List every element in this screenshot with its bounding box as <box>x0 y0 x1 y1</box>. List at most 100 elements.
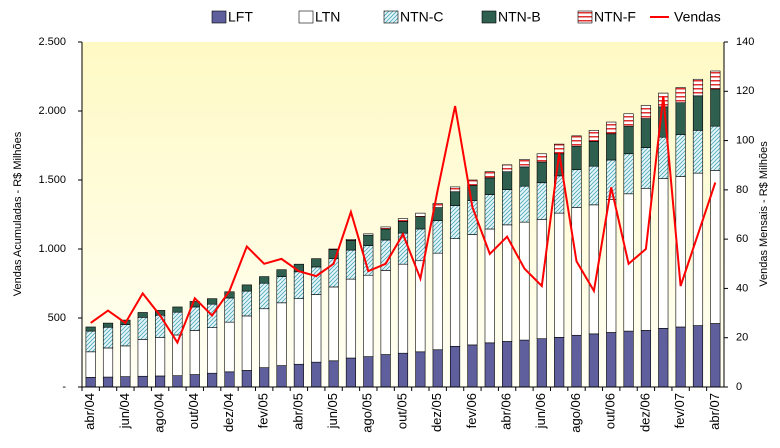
bar-segment <box>224 371 235 388</box>
y2-tick-label: 120 <box>736 85 754 97</box>
bar-segment <box>623 153 634 195</box>
bar-segment <box>449 345 461 388</box>
bar-segment <box>137 339 148 377</box>
bar-segment <box>363 356 374 388</box>
bar-segment <box>345 240 357 251</box>
x-tick-label: fev/05 <box>256 393 271 428</box>
bar-segment <box>710 70 721 90</box>
y2-axis-title: Vendas Mensais - R$ Milhões <box>758 141 770 287</box>
legend-swatch <box>298 10 314 24</box>
bar-segment <box>155 314 166 338</box>
legend-swatch <box>383 10 399 24</box>
bar-segment <box>311 294 322 363</box>
bar-segment <box>467 234 478 346</box>
bar-segment <box>692 78 704 97</box>
bar-segment <box>640 118 651 148</box>
bar-segment <box>137 375 148 388</box>
x-tick-label: fev/06 <box>464 393 479 428</box>
x-tick-label: dez/05 <box>429 393 444 432</box>
bar-segment <box>623 330 634 388</box>
bar-segment <box>293 363 304 388</box>
bar-segment <box>710 125 721 171</box>
x-tick-label: abr/07 <box>707 393 722 430</box>
bar-segment <box>328 286 339 362</box>
bar-segment <box>571 169 582 208</box>
legend-swatch <box>481 10 497 24</box>
bar-segment <box>85 326 96 332</box>
x-tick-label: abr/05 <box>290 393 305 430</box>
bar-segment <box>259 282 270 310</box>
bar-segment <box>259 367 270 388</box>
bar-segment <box>432 203 443 208</box>
bar-segment <box>415 228 426 262</box>
bar-segment <box>397 263 409 354</box>
y2-tick-label: 140 <box>736 36 754 48</box>
bar-segment <box>675 326 686 388</box>
x-tick-label: ago/04 <box>152 393 167 433</box>
bar-segment <box>293 271 304 299</box>
bar-segment <box>380 354 391 388</box>
bar-segment <box>588 333 599 388</box>
bar-segment <box>519 185 530 223</box>
x-tick-label: jun/05 <box>325 393 340 429</box>
bar-segment <box>519 339 530 388</box>
y2-tick-label: 80 <box>736 184 748 196</box>
bar-segment <box>311 258 322 268</box>
bar-segment <box>606 332 617 388</box>
bar-segment <box>467 344 478 388</box>
bar-segment <box>484 171 495 179</box>
bar-segment <box>224 297 235 323</box>
bar-segment <box>363 274 374 357</box>
bar-segment <box>692 325 704 388</box>
bar-segment <box>710 88 721 127</box>
legend-swatch <box>577 10 593 24</box>
bar-segment <box>692 172 704 326</box>
bar-segment <box>276 276 287 304</box>
y-tick-label: 2.000 <box>38 105 66 117</box>
bar-segment <box>710 323 721 388</box>
bar-segment <box>623 113 634 127</box>
bar-segment <box>293 298 304 365</box>
x-tick-label: out/04 <box>186 393 201 429</box>
bar-segment <box>519 159 530 168</box>
bar-segment <box>224 321 235 373</box>
bar-segment <box>120 376 131 388</box>
bar-segment <box>415 351 426 388</box>
bar-segment <box>675 102 686 135</box>
bar-segment <box>484 177 495 195</box>
bar-segment <box>207 298 218 305</box>
bar-segment <box>102 322 114 328</box>
bar-segment <box>276 269 287 277</box>
bar-segment <box>207 372 218 388</box>
bar-segment <box>172 375 183 388</box>
legend-label: NTN-F <box>594 9 636 25</box>
bar-segment <box>484 194 495 230</box>
bar-segment <box>259 308 270 368</box>
y2-tick-label: 20 <box>736 332 748 344</box>
bar-segment <box>345 357 357 388</box>
legend-label: NTN-C <box>400 9 444 25</box>
bar-segment <box>241 315 252 371</box>
bar-segment <box>363 233 374 236</box>
bar-segment <box>536 153 547 163</box>
x-tick-label: jun/06 <box>533 393 548 429</box>
bar-segment <box>588 141 599 167</box>
bar-segment <box>102 326 114 349</box>
bar-segment <box>415 216 426 230</box>
bar-segment <box>397 218 409 222</box>
bar-segment <box>606 199 617 333</box>
bar-segment <box>606 159 617 200</box>
bar-segment <box>588 165 599 206</box>
bar-segment <box>571 334 582 388</box>
bar-segment <box>85 351 96 378</box>
bar-segment <box>536 182 547 220</box>
bar-segment <box>432 349 443 388</box>
bar-segment <box>640 147 651 189</box>
bar-segment <box>554 212 565 338</box>
bar-segment <box>502 164 513 173</box>
bar-segment <box>554 143 565 155</box>
bar-segment <box>155 337 166 377</box>
bar-segment <box>259 276 270 284</box>
bar-segment <box>241 370 252 388</box>
